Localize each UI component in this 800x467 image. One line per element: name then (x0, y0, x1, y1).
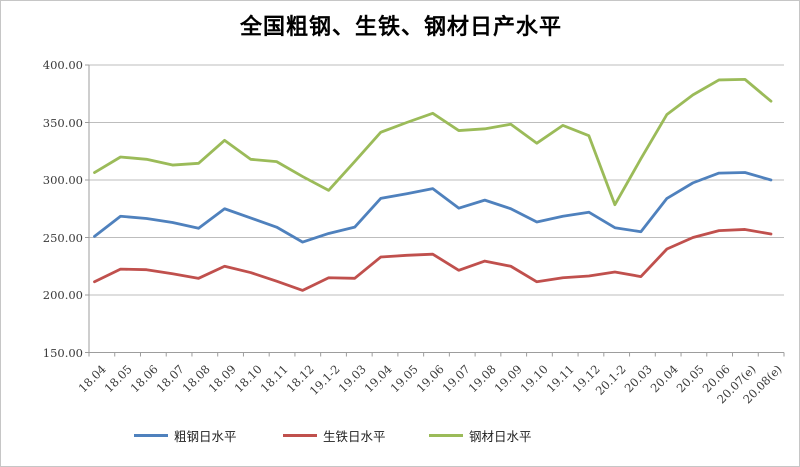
legend-label: 钢材日水平 (469, 428, 532, 444)
series-line-steel-products-daily (93, 77, 773, 207)
legend-item-pig-iron-daily: 生铁日水平 (283, 427, 386, 444)
legend-label: 粗钢日水平 (174, 428, 237, 444)
y-axis-label: 400.00 (42, 58, 83, 72)
legend-item-steel-products-daily: 钢材日水平 (429, 427, 532, 444)
legend-line-icon (134, 433, 168, 437)
y-axis-label: 200.00 (42, 288, 83, 302)
legend-line-icon (429, 433, 463, 437)
series-line-pig-iron-daily (93, 228, 773, 292)
y-axis-label: 250.00 (42, 230, 83, 245)
legend-label: 生铁日水平 (323, 428, 386, 444)
y-axis-label: 350.00 (42, 115, 83, 130)
legend-item-crude-steel-daily: 粗钢日水平 (134, 427, 237, 444)
y-axis-label: 300.00 (42, 173, 83, 187)
legend-line-icon (283, 433, 317, 437)
y-axis-label: 150.00 (42, 345, 83, 360)
chart-title: 全国粗钢、生铁、钢材日产水平 (239, 14, 562, 40)
series-line-crude-steel-daily (93, 171, 773, 244)
